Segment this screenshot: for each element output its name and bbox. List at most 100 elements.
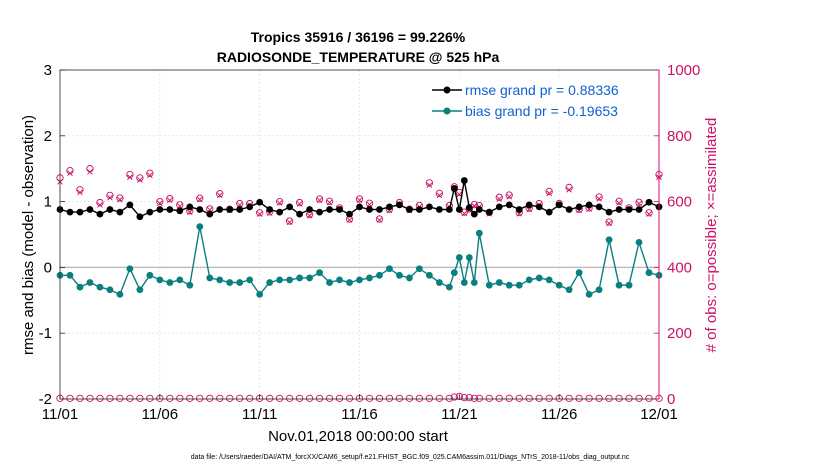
- y-right-tick-label: 200: [667, 325, 692, 342]
- rmse-point: [535, 203, 543, 211]
- rmse-point: [76, 208, 84, 216]
- bias-line: [60, 226, 660, 296]
- rmse-point: [286, 203, 294, 211]
- bias-point: [206, 274, 214, 282]
- obs-bottom-point: [460, 394, 468, 402]
- obs-possible-point: [595, 193, 603, 201]
- y-left-tick-label: 3: [44, 62, 52, 79]
- obs-possible-point: [196, 194, 204, 202]
- rmse-point: [166, 206, 174, 213]
- rmse-point: [346, 210, 353, 218]
- bias-point: [435, 279, 443, 286]
- bias-point: [450, 269, 458, 277]
- rmse-point: [216, 206, 224, 213]
- bias-point: [236, 279, 244, 286]
- obs-bottom-point: [635, 394, 643, 402]
- obs-assimilated-point: [256, 211, 263, 217]
- obs-assimilated-point: [127, 174, 133, 181]
- obs-possible-point: [355, 195, 364, 203]
- obs-assimilated-point: [636, 200, 642, 207]
- legend-box: [428, 78, 654, 122]
- rmse-point: [585, 201, 593, 209]
- obs-bottom-point: [345, 394, 354, 402]
- obs-bottom-point: [335, 394, 344, 402]
- bias-point: [495, 279, 503, 286]
- obs-assimilated-point: [147, 172, 153, 179]
- obs-bottom-point: [595, 394, 603, 402]
- obs-bottom-point: [535, 394, 543, 402]
- rmse-point: [545, 208, 553, 216]
- obs-bottom-point: [525, 394, 533, 402]
- obs-bottom-point: [485, 394, 493, 402]
- bias-point: [505, 281, 513, 289]
- obs-assimilated-point: [186, 209, 193, 215]
- footnote: data file: /Users/raeder/DAI/ATM_forcXX/…: [191, 454, 630, 461]
- obs-possible-point: [615, 197, 623, 205]
- obs-bottom-point: [206, 394, 214, 402]
- obs-assimilated-point: [366, 201, 373, 208]
- obs-assimilated-point: [216, 192, 223, 199]
- obs-possible-point: [505, 191, 513, 199]
- obs-bottom-point: [216, 394, 224, 402]
- obs-bottom-point: [166, 394, 174, 402]
- obs-bottom-point: [275, 394, 284, 402]
- obs-bottom-point: [450, 393, 458, 401]
- obs-bottom-point: [495, 394, 503, 402]
- obs-bottom-point: [405, 394, 414, 402]
- obs-bottom-point: [615, 394, 623, 402]
- obs-assimilated-point: [606, 220, 612, 227]
- rmse-point: [445, 206, 453, 213]
- obs-bottom-point: [470, 394, 478, 402]
- rmse-point: [246, 203, 254, 211]
- obs-bottom-point: [226, 394, 234, 402]
- bias-point: [555, 281, 563, 289]
- rmse-point: [386, 203, 393, 211]
- rmse-point: [495, 203, 503, 211]
- bias-point: [645, 269, 653, 277]
- obs-possible-point: [136, 174, 144, 182]
- obs-bottom-point: [106, 394, 114, 402]
- x-tick-label: 11/26: [541, 406, 577, 423]
- rmse-point: [605, 208, 613, 216]
- obs-possible-point: [425, 179, 434, 187]
- obs-bottom-point: [196, 394, 204, 402]
- rmse-point: [226, 206, 234, 213]
- x-tick-label: 11/11: [242, 406, 277, 423]
- bias-point: [166, 279, 174, 286]
- rmse-line: [59, 180, 660, 218]
- obs-bottom-point: [465, 394, 473, 402]
- obs-bottom-point: [425, 394, 434, 402]
- bias-point: [575, 269, 583, 277]
- obs-assimilated-point: [107, 194, 113, 201]
- rmse-point: [525, 201, 533, 209]
- obs-assimilated-point: [306, 212, 313, 219]
- obs-bottom-point: [415, 394, 424, 402]
- obs-bottom-point: [365, 394, 374, 402]
- bias-point: [126, 265, 134, 273]
- bias-point: [196, 223, 204, 231]
- rmse-point: [116, 208, 124, 216]
- bias-point: [545, 276, 553, 284]
- obs-bottom-point: [375, 394, 384, 402]
- rmse-point: [356, 203, 363, 211]
- rmse-point: [470, 210, 478, 218]
- obs-possible-point: [545, 187, 553, 196]
- obs-bottom-point: [575, 394, 583, 402]
- rmse-point: [186, 203, 194, 211]
- obs-bottom-point: [236, 394, 244, 402]
- rmse-point: [296, 210, 303, 218]
- legend-bias-label: bias grand pr = -0.19653: [465, 103, 618, 119]
- rmse-point: [256, 198, 264, 206]
- obs-bottom-point: [625, 394, 633, 402]
- obs-bottom-point: [585, 394, 593, 402]
- rmse-point: [106, 206, 114, 213]
- bias-point: [186, 281, 194, 289]
- obs-assimilated-point: [326, 199, 333, 206]
- rmse-point: [306, 206, 313, 213]
- legend-rmse-label: rmse grand pr = 0.88336: [465, 82, 619, 98]
- bias-point: [386, 265, 393, 273]
- bias-point: [445, 283, 453, 291]
- obs-possible-point: [295, 198, 304, 207]
- rmse-point: [276, 208, 284, 216]
- obs-assimilated-point: [87, 169, 93, 175]
